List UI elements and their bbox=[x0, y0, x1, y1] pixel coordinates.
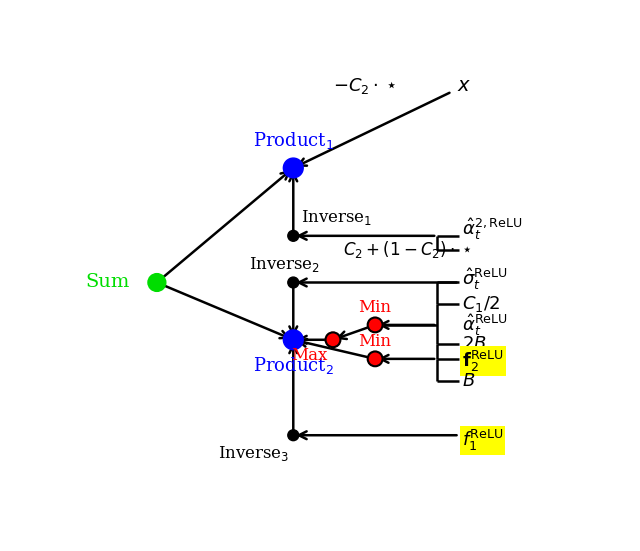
Text: $C_2 + (1 - C_2) \cdot \star$: $C_2 + (1 - C_2) \cdot \star$ bbox=[343, 239, 472, 260]
Text: Sum: Sum bbox=[85, 273, 129, 291]
Ellipse shape bbox=[284, 330, 303, 350]
Text: Min: Min bbox=[358, 299, 392, 316]
Ellipse shape bbox=[288, 277, 299, 288]
Text: $x$: $x$ bbox=[457, 77, 471, 95]
Ellipse shape bbox=[148, 274, 166, 291]
Text: $C_1/2$: $C_1/2$ bbox=[462, 294, 500, 314]
Text: Product$_1$: Product$_1$ bbox=[253, 130, 334, 151]
Ellipse shape bbox=[367, 352, 383, 366]
Text: Inverse$_3$: Inverse$_3$ bbox=[218, 444, 289, 463]
Text: $2B$: $2B$ bbox=[462, 335, 486, 353]
Text: $\mathbf{f}_2^{\mathrm{ReLU}}$: $\mathbf{f}_2^{\mathrm{ReLU}}$ bbox=[462, 348, 504, 374]
Text: $\hat{\sigma}_t^{\mathrm{ReLU}}$: $\hat{\sigma}_t^{\mathrm{ReLU}}$ bbox=[462, 267, 507, 293]
Text: Min: Min bbox=[358, 333, 392, 350]
Ellipse shape bbox=[288, 230, 299, 241]
Text: Inverse$_1$: Inverse$_1$ bbox=[301, 208, 372, 228]
Ellipse shape bbox=[288, 430, 299, 441]
Text: Inverse$_2$: Inverse$_2$ bbox=[249, 255, 320, 274]
Text: $f_1^{\mathrm{ReLU}}$: $f_1^{\mathrm{ReLU}}$ bbox=[462, 428, 503, 453]
Ellipse shape bbox=[284, 158, 303, 178]
Text: Product$_2$: Product$_2$ bbox=[253, 355, 333, 376]
Text: $\hat{\alpha}_t^{2,\mathrm{ReLU}}$: $\hat{\alpha}_t^{2,\mathrm{ReLU}}$ bbox=[462, 215, 522, 241]
Text: $B$: $B$ bbox=[462, 372, 475, 390]
Ellipse shape bbox=[326, 332, 340, 347]
Text: Max: Max bbox=[291, 348, 327, 364]
Ellipse shape bbox=[367, 317, 383, 332]
Text: $\hat{\alpha}_t^{\mathrm{ReLU}}$: $\hat{\alpha}_t^{\mathrm{ReLU}}$ bbox=[462, 312, 508, 338]
Text: $-C_2 \cdot \star$: $-C_2 \cdot \star$ bbox=[333, 76, 397, 96]
